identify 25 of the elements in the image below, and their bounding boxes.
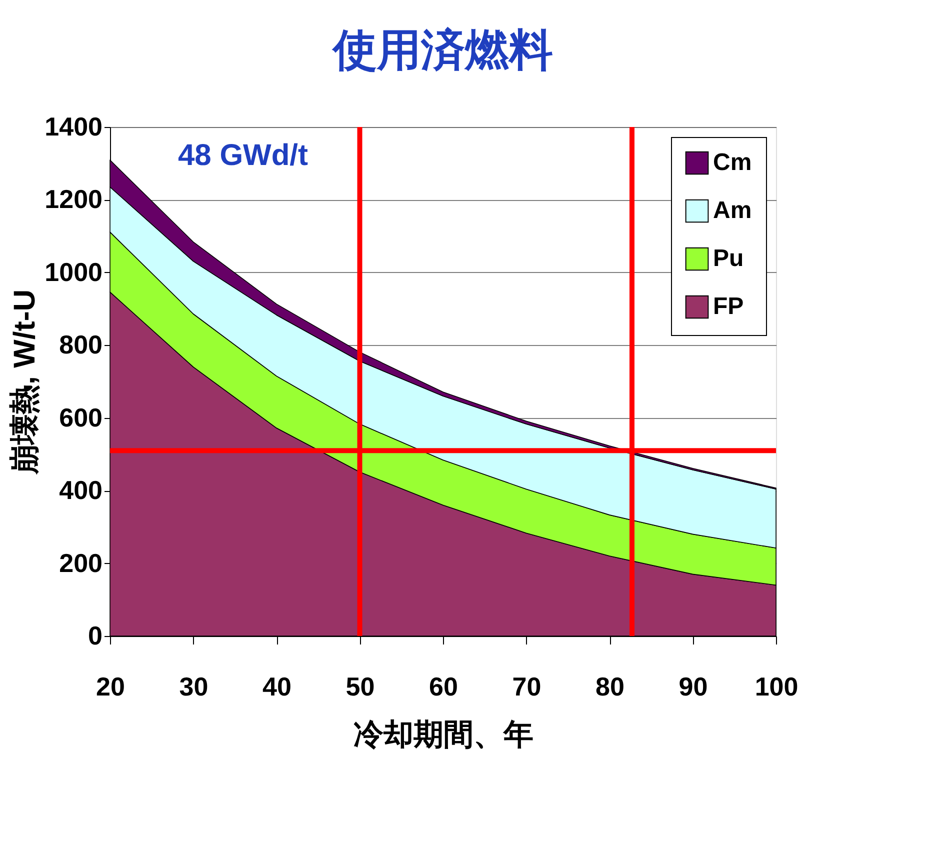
chart-title: 使用済燃料 xyxy=(331,26,553,75)
y-tick-label: 0 xyxy=(88,620,102,650)
x-tick-label: 30 xyxy=(179,672,208,702)
legend-label: FP xyxy=(713,293,744,320)
y-tick-label: 800 xyxy=(59,330,102,360)
annotation: 48 GWd/t xyxy=(178,139,308,172)
x-tick-label: 40 xyxy=(262,672,292,702)
y-axis-title: 崩壊熱, W/t-U xyxy=(8,290,42,476)
x-tick-label: 50 xyxy=(346,672,375,702)
y-tick-label: 1000 xyxy=(44,256,102,287)
y-tick-label: 400 xyxy=(59,475,102,506)
x-tick-label: 100 xyxy=(754,672,798,702)
x-tick-label: 60 xyxy=(429,672,458,702)
y-tick-label: 600 xyxy=(59,402,102,432)
x-tick-label: 80 xyxy=(596,672,624,702)
x-tick-label: 20 xyxy=(96,672,125,702)
y-tick-label: 1200 xyxy=(44,184,102,214)
x-tick-label: 90 xyxy=(678,672,708,702)
x-axis-title: 冷却期間、年 xyxy=(354,718,534,752)
x-tick-label: 70 xyxy=(512,672,542,702)
y-tick-label: 200 xyxy=(59,548,102,578)
legend-label: Cm xyxy=(713,149,752,176)
legend-label: Pu xyxy=(713,245,744,272)
y-tick-label: 1400 xyxy=(44,112,102,142)
legend-label: Am xyxy=(713,197,752,224)
